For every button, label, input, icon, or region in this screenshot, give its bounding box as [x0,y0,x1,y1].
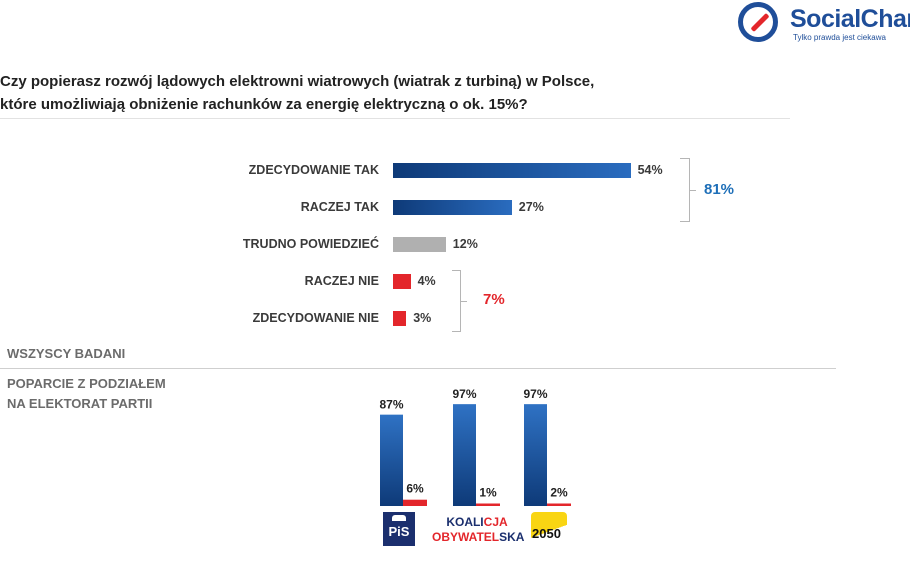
section-party-line-2: NA ELEKTORAT PARTII [7,396,153,411]
support-total: 81% [704,181,735,198]
bar-value-label: 54% [637,163,663,177]
section-all-respondents: WSZYSCY BADANI [7,346,126,361]
p2050-logo-text: 2050 [532,526,561,541]
question-divider [0,118,790,119]
bar-3 [393,274,411,289]
oppose-bar-2 [547,503,571,506]
bar-4 [393,311,407,326]
support-bracket [680,158,696,222]
ko-text-2a: OBYWATEL [432,530,500,544]
bar-category-label: ZDECYDOWANIE TAK [248,163,379,177]
party-support-chart: 87% 6% 97% 1% 97% 2% [379,387,571,506]
polska-2050-logo: 2050 [531,512,567,546]
support-bar-2 [524,404,547,506]
oppose-bar-0 [403,499,427,506]
oppose-bar-1 [476,503,500,506]
support-value-label: 97% [452,387,476,401]
bar-1 [393,200,512,215]
bar-category-label: TRUDNO POWIEDZIEĆ [242,237,379,251]
question-line-2: które umożliwiają obniżenie rachunków za… [0,96,528,113]
survey-question: Czy popierasz rozwój lądowych elektrowni… [0,70,720,116]
brand-name: SocialChar [790,5,910,33]
section-divider [0,368,836,369]
bar-value-label: 27% [518,200,544,214]
bar-value-label: 4% [417,274,436,288]
pis-logo-text: PiS [388,524,410,539]
support-bar-0 [380,414,403,506]
koalicja-obywatelska-logo: KOALICJA OBYWATELSKA [432,515,525,545]
bar-category-label: ZDECYDOWANIE NIE [252,311,379,325]
question-line-1: Czy popierasz rozwój lądowych elektrowni… [0,73,595,90]
section-party-breakdown: POPARCIE Z PODZIAŁEM NA ELEKTORAT PARTII [7,374,166,414]
support-bar-1 [453,404,476,506]
bar-category-label: RACZEJ NIE [304,274,379,288]
bar-2 [393,237,446,252]
eagle-icon [392,515,406,521]
section-party-line-1: POPARCIE Z PODZIAŁEM [7,376,166,391]
oppose-bracket [452,270,467,332]
bar-category-label: RACZEJ TAK [300,200,379,214]
support-value-label: 87% [379,398,403,412]
bar-0 [393,163,631,178]
oppose-value-label: 6% [406,482,424,496]
ko-text-1b: CJA [483,515,508,529]
ko-text-1a: KOALI [446,515,484,529]
oppose-total: 7% [483,291,505,308]
pis-logo: PiS [383,512,415,546]
bar-value-label: 3% [413,311,432,325]
oppose-value-label: 1% [479,486,497,500]
support-value-label: 97% [523,387,547,401]
brand-tagline: Tylko prawda jest ciekawa [793,33,886,42]
oppose-value-label: 2% [550,486,568,500]
ko-text-2b: SKA [499,530,525,544]
logo-ring-icon [738,2,778,42]
socialchar-logo: SocialChar Tylko prawda jest ciekawa [738,2,910,50]
bar-value-label: 12% [452,237,478,251]
